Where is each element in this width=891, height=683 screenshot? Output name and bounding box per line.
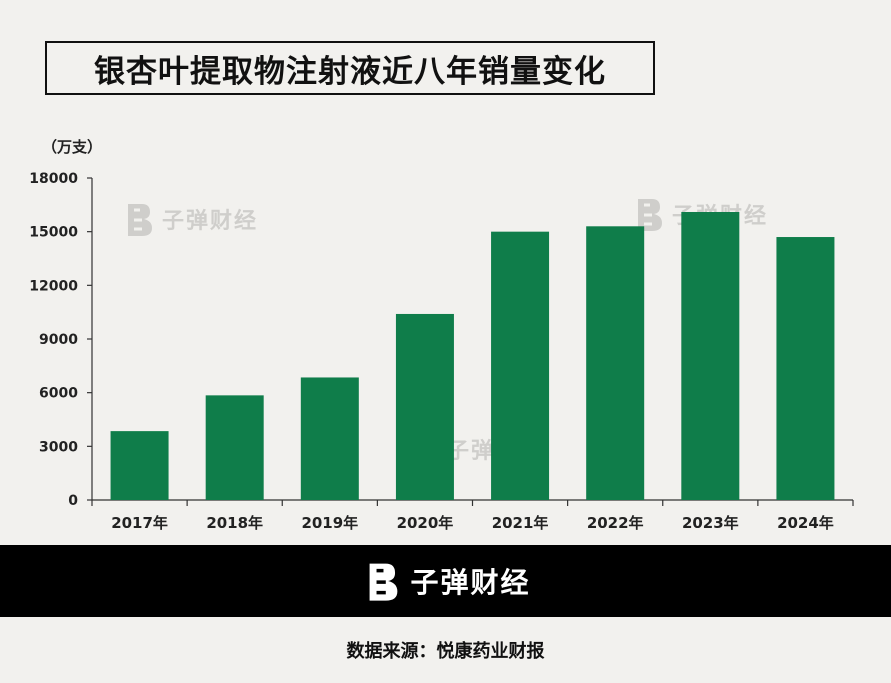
y-tick-label: 15000 — [29, 225, 78, 241]
y-tick-label: 0 — [68, 493, 78, 509]
bar — [776, 237, 835, 501]
y-tick-label: 9000 — [39, 332, 78, 348]
bar — [205, 395, 264, 500]
x-tick-label: 2021年 — [492, 514, 549, 532]
y-tick-label: 18000 — [29, 171, 78, 187]
y-tick-label: 12000 — [29, 278, 78, 294]
x-tick-label: 2022年 — [587, 514, 644, 532]
x-tick-label: 2024年 — [777, 514, 834, 532]
x-tick-label: 2019年 — [301, 514, 358, 532]
bar — [300, 377, 359, 500]
brand-name: 子弹财经 — [410, 566, 531, 599]
x-tick-label: 2017年 — [111, 514, 168, 532]
x-tick-label: 2018年 — [206, 514, 263, 532]
watermark-text: 子弹财经 — [162, 209, 259, 234]
chart-title: 银杏叶提取物注射液近八年销量变化 — [94, 53, 606, 90]
data-source: 数据来源：悦康药业财报 — [346, 641, 545, 662]
brand-band: 子弹财经 — [0, 545, 891, 617]
bar — [110, 431, 169, 500]
x-tick-label: 2020年 — [397, 514, 454, 532]
brand-logo: 子弹财经 — [360, 559, 530, 603]
x-tick-label: 2023年 — [682, 514, 739, 532]
bullet-logo-icon — [370, 563, 398, 601]
bullet-logo-icon — [638, 199, 662, 231]
watermark-1: 子弹财经 — [120, 200, 258, 238]
y-tick-label: 3000 — [39, 439, 78, 455]
bar — [395, 313, 454, 500]
bar-chart: 0 3000 6000 9000 12000 15000 18000 2017年 2018年 20… — [29, 171, 854, 532]
bar — [681, 211, 740, 500]
y-axis-unit: （万支） — [42, 138, 103, 156]
y-tick-label: 6000 — [39, 386, 78, 402]
title-box: 银杏叶提取物注射液近八年销量变化 — [45, 41, 655, 95]
bar — [586, 226, 645, 501]
bar — [491, 231, 550, 500]
bullet-logo-icon — [128, 204, 152, 236]
